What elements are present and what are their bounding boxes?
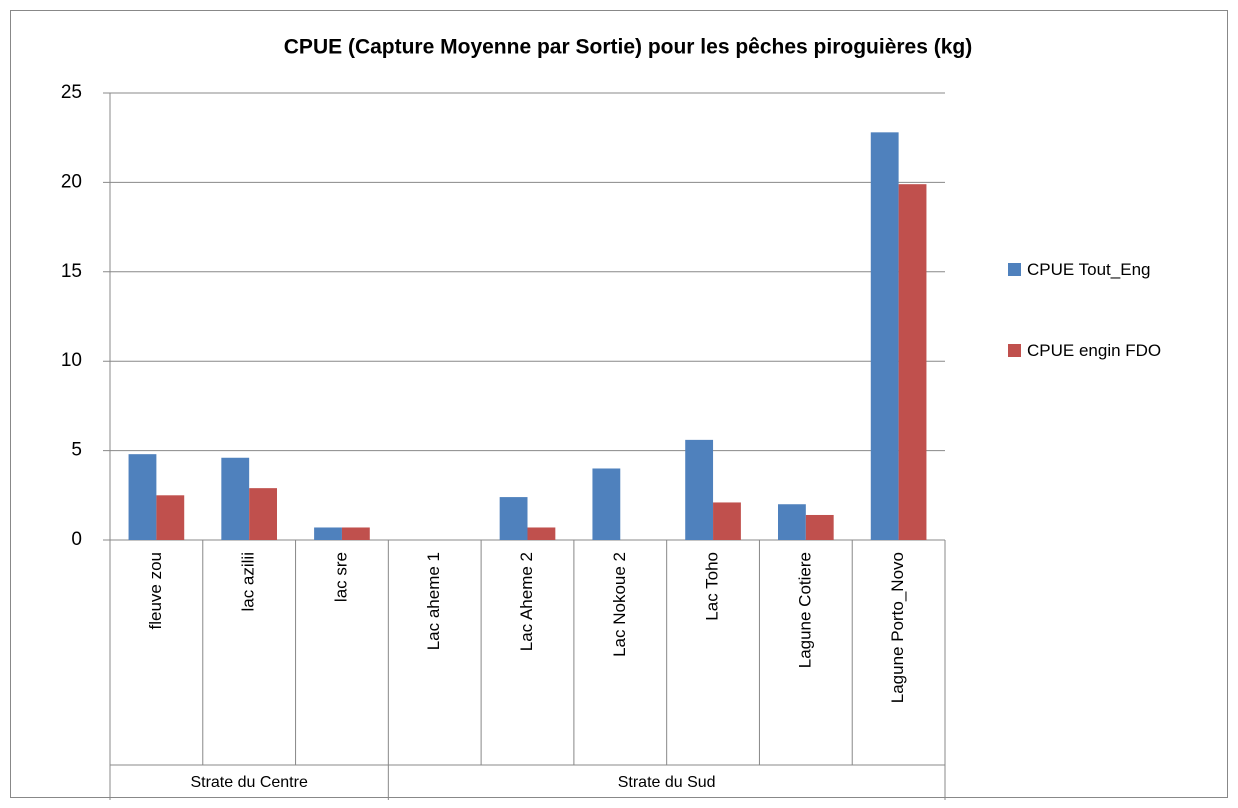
x-tick-label: lac sre — [331, 552, 350, 602]
bar — [805, 514, 834, 540]
x-tick-label: Lac Toho — [703, 552, 722, 621]
x-tick-label: Lagune Cotiere — [795, 552, 814, 668]
bar — [713, 502, 741, 540]
bar — [898, 184, 927, 541]
chart-title: CPUE (Capture Moyenne par Sortie) pour l… — [284, 36, 972, 59]
bar — [341, 527, 370, 540]
bar — [870, 132, 899, 540]
x-tick-label: Lac aheme 1 — [424, 552, 443, 650]
bar — [592, 468, 621, 540]
y-tick-label: 10 — [61, 350, 82, 371]
bar — [156, 495, 185, 540]
bar — [314, 527, 342, 540]
bar — [128, 454, 157, 540]
group-label: Strate du Centre — [190, 774, 308, 791]
bar — [221, 457, 250, 540]
x-tick-label: fleuve zou — [146, 552, 165, 630]
x-tick-label: Lac Aheme 2 — [517, 552, 536, 651]
bar — [249, 488, 277, 540]
bar — [499, 497, 528, 540]
y-tick-label: 5 — [71, 440, 82, 461]
bar — [527, 527, 556, 540]
x-tick-label: Lac Nokoue 2 — [610, 552, 629, 657]
legend-label: CPUE engin FDO — [1027, 341, 1162, 360]
x-tick-label: Lagune Porto_Novo — [888, 552, 907, 703]
y-tick-label: 15 — [61, 261, 82, 282]
y-tick-label: 20 — [61, 171, 82, 192]
group-label: Strate du Sud — [618, 774, 716, 791]
y-tick-label: 0 — [71, 529, 82, 550]
y-tick-label: 25 — [61, 82, 82, 103]
bar — [778, 504, 806, 540]
legend-swatch — [1008, 263, 1021, 276]
legend-label: CPUE Tout_Eng — [1027, 260, 1151, 279]
chart-border — [10, 10, 1228, 798]
legend-swatch — [1008, 344, 1021, 357]
bar — [685, 439, 714, 540]
x-tick-label: lac azilii — [239, 552, 258, 612]
